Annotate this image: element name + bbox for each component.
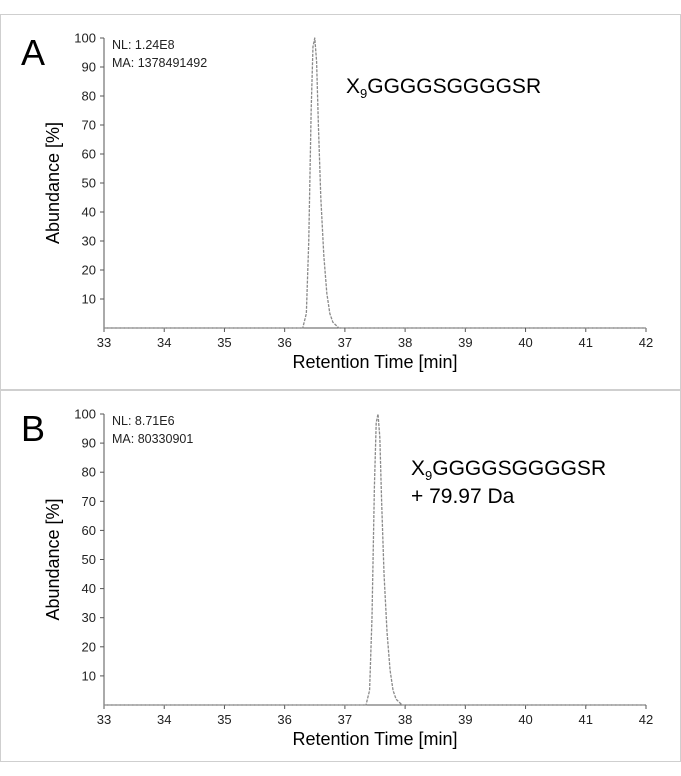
nl-annotation: NL: 1.24E8 — [112, 38, 175, 52]
x-tick-label: 39 — [458, 335, 472, 350]
y-tick-label: 10 — [82, 668, 96, 683]
x-tick-label: 36 — [277, 712, 291, 727]
x-tick-label: 33 — [97, 712, 111, 727]
y-tick-label: 50 — [82, 176, 96, 191]
y-tick-label: 20 — [82, 263, 96, 278]
x-tick-label: 41 — [579, 712, 593, 727]
x-tick-label: 33 — [97, 335, 111, 350]
peptide-prefix: X — [346, 75, 360, 98]
y-tick-label: 50 — [82, 552, 96, 567]
x-tick-label: 41 — [579, 335, 593, 350]
x-tick-label: 36 — [277, 335, 291, 350]
y-tick-label: 60 — [82, 147, 96, 162]
x-tick-label: 34 — [157, 335, 171, 350]
y-axis-label: Abundance [%] — [43, 498, 63, 620]
x-tick-label: 35 — [217, 335, 231, 350]
panel-b: B 33 34 35 36 37 38 39 40 41 42 10 20 30 40 50 60 70 80 90 1… — [0, 390, 681, 762]
y-tick-label: 40 — [82, 205, 96, 220]
x-tick-label: 42 — [639, 335, 653, 350]
peptide-suffix: GGGGSGGGGSR — [432, 457, 606, 480]
chart-a: A 33 34 35 36 37 38 39 40 41 42 10 20 30 40 50 60 70 80 90 1… — [21, 31, 653, 373]
y-tick-label: 60 — [82, 523, 96, 538]
y-tick-label: 70 — [82, 118, 96, 133]
y-tick-label: 90 — [82, 60, 96, 75]
x-tick-label: 37 — [338, 712, 352, 727]
x-tick-label: 35 — [217, 712, 231, 727]
y-tick-label: 30 — [82, 610, 96, 625]
x-tick-label: 37 — [338, 335, 352, 350]
y-axis-label: Abundance [%] — [43, 122, 63, 244]
peptide-suffix: GGGGSGGGGSR — [367, 75, 541, 98]
x-axis-label: Retention Time [min] — [292, 352, 457, 372]
x-tick-label: 39 — [458, 712, 472, 727]
y-tick-label: 100 — [74, 31, 96, 46]
x-tick-label: 38 — [398, 335, 412, 350]
y-tick-label: 90 — [82, 436, 96, 451]
modification-label: + 79.97 Da — [411, 485, 515, 508]
peptide-prefix: X — [411, 457, 425, 480]
x-tick-label: 42 — [639, 712, 653, 727]
nl-annotation: NL: 8.71E6 — [112, 414, 175, 428]
chromatogram-trace-0 — [104, 37, 646, 329]
panel-label: B — [21, 408, 45, 449]
x-tick-label: 40 — [518, 335, 532, 350]
panel-a: A 33 34 35 36 37 38 39 40 41 42 10 20 30 40 50 60 70 80 90 1… — [0, 14, 681, 390]
x-tick-label: 38 — [398, 712, 412, 727]
peptide-subscript: 9 — [360, 86, 367, 101]
peptide-label: X9GGGGSGGGGSR — [411, 457, 606, 483]
y-tick-label: 30 — [82, 234, 96, 249]
y-tick-label: 40 — [82, 581, 96, 596]
y-tick-label: 80 — [82, 465, 96, 480]
x-axis-label: Retention Time [min] — [292, 729, 457, 749]
y-tick-label: 20 — [82, 639, 96, 654]
chart-b: B 33 34 35 36 37 38 39 40 41 42 10 20 30 40 50 60 70 80 90 1… — [21, 407, 653, 750]
peptide-subscript: 9 — [425, 468, 432, 483]
x-tick-label: 40 — [518, 712, 532, 727]
chromatogram-trace-0 — [104, 413, 646, 706]
ma-annotation: MA: 1378491492 — [112, 56, 207, 70]
y-tick-label: 80 — [82, 89, 96, 104]
x-tick-label: 34 — [157, 712, 171, 727]
peptide-label: X9GGGGSGGGGSR — [346, 75, 541, 101]
panel-label: A — [21, 32, 45, 73]
y-tick-label: 100 — [74, 407, 96, 422]
y-tick-label: 70 — [82, 494, 96, 509]
y-tick-label: 10 — [82, 292, 96, 307]
ma-annotation: MA: 80330901 — [112, 432, 193, 446]
